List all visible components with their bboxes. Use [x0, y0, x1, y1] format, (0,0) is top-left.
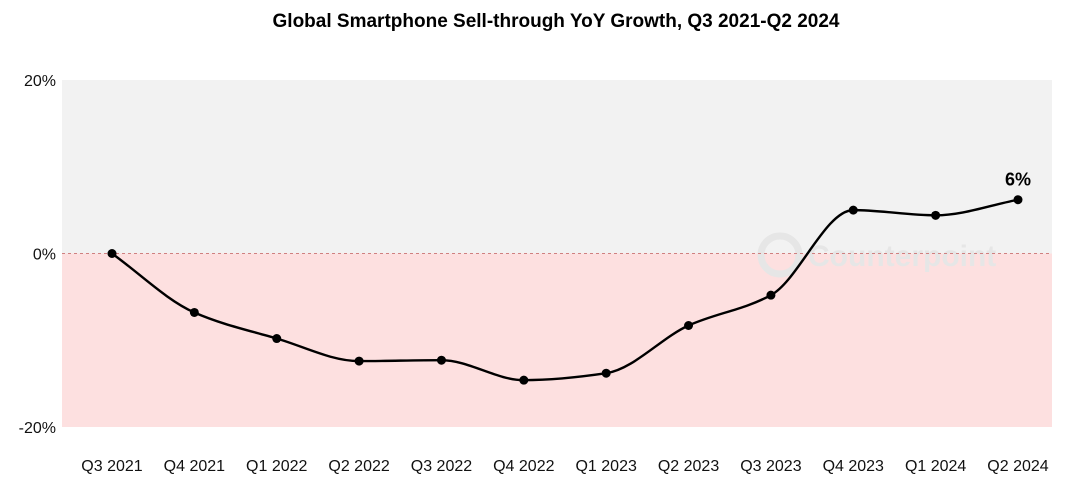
x-tick-label: Q2 2022	[328, 458, 389, 475]
data-point	[272, 334, 282, 344]
data-point	[1013, 195, 1023, 205]
data-point	[848, 205, 858, 215]
data-point	[519, 375, 529, 385]
data-point	[684, 321, 694, 331]
data-point	[931, 210, 941, 220]
x-tick-label: Q1 2024	[905, 458, 966, 475]
watermark-text: Counterpoint	[808, 240, 996, 273]
x-tick-label: Q4 2023	[823, 458, 884, 475]
data-point	[436, 355, 446, 365]
data-point	[107, 249, 117, 258]
data-point	[766, 290, 776, 300]
x-tick-label: Q3 2021	[81, 458, 142, 475]
x-tick-label: Q4 2022	[493, 458, 554, 475]
x-tick-label: Q2 2024	[987, 458, 1048, 475]
data-point	[601, 368, 611, 378]
y-tick-label: -20%	[19, 420, 56, 437]
x-tick-label: Q2 2023	[658, 458, 719, 475]
watermark-logo-icon	[757, 232, 803, 278]
x-tick-label: Q1 2023	[575, 458, 636, 475]
data-point	[189, 307, 199, 317]
data-label: 6%	[1005, 170, 1031, 190]
negative-region-background	[62, 253, 1052, 427]
positive-region-background	[62, 80, 1052, 254]
chart-title: Global Smartphone Sell-through YoY Growt…	[273, 11, 840, 32]
data-point	[354, 356, 364, 366]
x-tick-label: Q3 2022	[411, 458, 472, 475]
x-tick-label: Q1 2022	[246, 458, 307, 475]
x-tick-label: Q4 2021	[164, 458, 225, 475]
watermark-logo: Counterpoint	[757, 232, 996, 278]
y-tick-label: 20%	[24, 73, 56, 90]
y-tick-label: 0%	[33, 247, 56, 264]
x-tick-label: Q3 2023	[740, 458, 801, 475]
